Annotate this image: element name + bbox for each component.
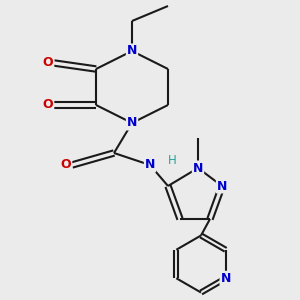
Text: H: H (168, 154, 177, 167)
Text: N: N (217, 179, 227, 193)
Text: N: N (127, 44, 137, 58)
Text: N: N (193, 161, 203, 175)
Text: N: N (127, 116, 137, 130)
Text: N: N (145, 158, 155, 172)
Text: O: O (43, 98, 53, 112)
Text: N: N (220, 272, 231, 285)
Text: O: O (61, 158, 71, 172)
Text: O: O (43, 56, 53, 70)
